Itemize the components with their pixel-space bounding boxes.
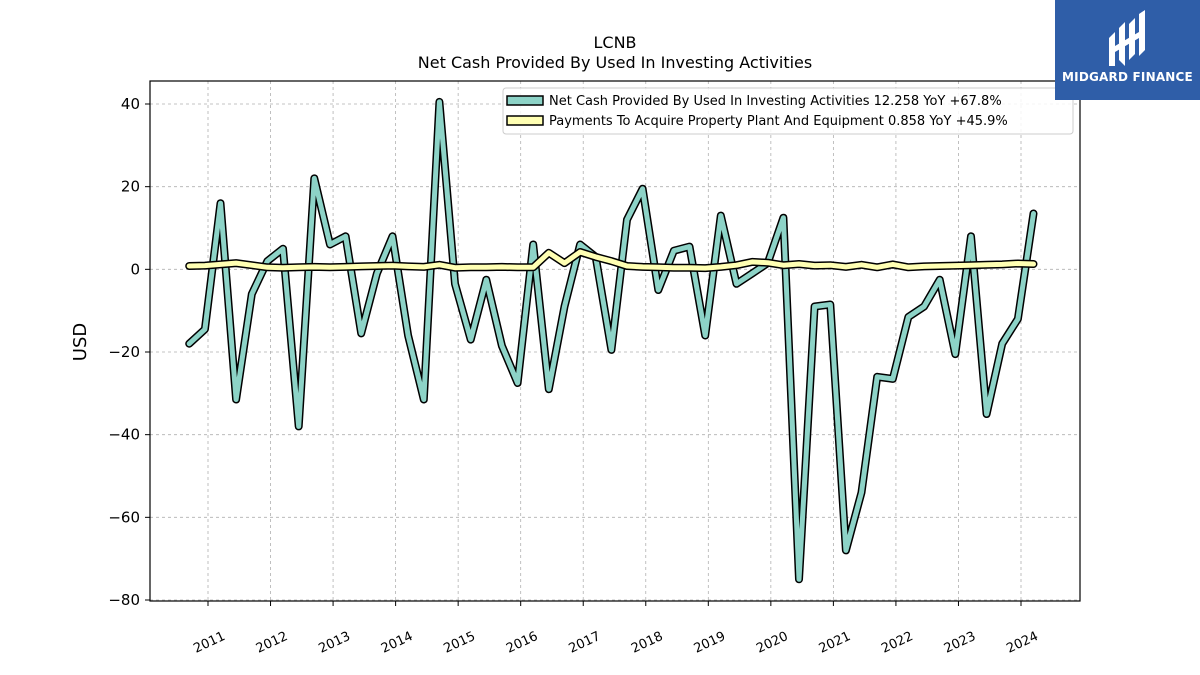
- legend-box: [502, 87, 1074, 135]
- x-tick-label: 2022: [879, 629, 915, 657]
- y-axis-label: USD: [70, 323, 91, 361]
- legend-label: Payments To Acquire Property Plant And E…: [549, 114, 1008, 129]
- x-tick-label: 2017: [567, 629, 603, 657]
- x-tick-label: 2024: [1004, 629, 1040, 657]
- y-tick-label: −40: [108, 426, 140, 444]
- x-tick-label: 2023: [942, 629, 978, 657]
- legend: Net Cash Provided By Used In Investing A…: [502, 87, 1074, 135]
- brand-name: MIDGARD FINANCE: [1062, 70, 1193, 84]
- y-tick-label: 0: [130, 260, 140, 278]
- chart-title: LCNB: [593, 33, 636, 52]
- x-tick-label: 2012: [254, 629, 290, 657]
- series-1-line: [186, 249, 1036, 271]
- x-tick-label: 2013: [316, 629, 352, 657]
- x-tick-label: 2019: [692, 629, 728, 657]
- y-tick-label: −80: [108, 591, 140, 609]
- brand-mark-icon: [1109, 10, 1145, 66]
- y-tick-label: 40: [121, 95, 140, 113]
- chart-subtitle: Net Cash Provided By Used In Investing A…: [418, 53, 812, 72]
- legend-label: Net Cash Provided By Used In Investing A…: [549, 94, 1002, 109]
- y-tick-label: 20: [121, 178, 140, 196]
- legend-swatch: [506, 95, 544, 106]
- x-tick-label: 2015: [442, 629, 478, 657]
- axes: 40 20 0 −20 −40 −60 −80 2011 2012 2013 2014 2015 201…: [108, 95, 1040, 657]
- legend-swatch: [506, 115, 544, 126]
- x-tick-label: 2020: [754, 629, 790, 657]
- y-tick-label: −20: [108, 343, 140, 361]
- x-tick-label: 2014: [379, 629, 415, 657]
- series-0-line: [186, 99, 1036, 582]
- y-tick-label: −60: [108, 508, 140, 526]
- x-tick-label: 2018: [629, 629, 665, 657]
- brand-logo: MIDGARD FINANCE: [1055, 0, 1200, 100]
- x-tick-label: 2011: [191, 629, 227, 657]
- x-tick-label: 2016: [504, 629, 540, 657]
- series-lines: [185, 97, 1038, 584]
- x-tick-label: 2021: [817, 629, 853, 657]
- plot-frame: [149, 80, 1081, 602]
